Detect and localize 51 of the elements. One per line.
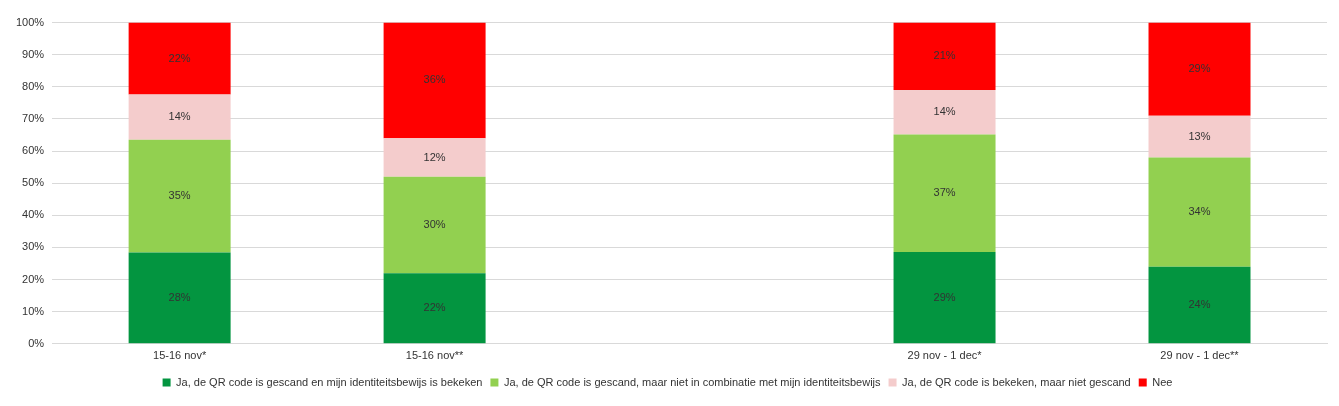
bar xyxy=(128,22,231,95)
data-label: 22% xyxy=(168,51,191,64)
bar xyxy=(893,22,996,91)
data-label: 12% xyxy=(423,150,446,163)
x-tick-label: 15-16 nov** xyxy=(405,349,465,362)
y-tick-label: 0% xyxy=(28,336,45,349)
data-label: 29% xyxy=(1188,62,1211,75)
legend-label: Ja, de QR code is gescand, maar niet in combinatie met mijn identiteitsbewijs xyxy=(503,375,882,388)
bar xyxy=(893,90,996,135)
y-tick-label: 80% xyxy=(22,79,45,92)
x-tick-label: 15-16 nov* xyxy=(153,349,207,362)
y-tick-label: 30% xyxy=(22,240,45,253)
data-label: 29% xyxy=(933,290,956,303)
data-label: 22% xyxy=(423,301,446,314)
bar xyxy=(1148,266,1251,344)
y-tick-label: 50% xyxy=(22,176,45,189)
y-tick-label: 70% xyxy=(22,111,45,124)
y-tick-label: 90% xyxy=(22,47,45,60)
bar xyxy=(383,22,486,139)
bar xyxy=(1148,157,1251,267)
bar xyxy=(383,176,486,274)
bar xyxy=(893,251,996,344)
data-label: 14% xyxy=(168,110,191,123)
data-label: 34% xyxy=(1188,205,1211,218)
data-label: 28% xyxy=(168,290,191,303)
y-tick-label: 10% xyxy=(22,304,45,317)
x-tick-label: 29 nov - 1 dec** xyxy=(1160,349,1240,362)
data-label: 13% xyxy=(1188,129,1211,142)
bar xyxy=(893,134,996,252)
bar xyxy=(383,138,486,177)
bar xyxy=(128,94,231,140)
data-label: 30% xyxy=(423,217,446,230)
data-label: 36% xyxy=(423,73,446,86)
bar xyxy=(128,252,231,344)
y-tick-label: 100% xyxy=(15,15,45,28)
bar xyxy=(128,139,231,253)
bar xyxy=(1148,22,1251,116)
legend-label: Nee xyxy=(1152,375,1173,388)
y-tick-label: 40% xyxy=(22,208,45,221)
data-label: 14% xyxy=(933,105,956,118)
data-label: 35% xyxy=(168,189,191,202)
x-tick-label: 29 nov - 1 dec* xyxy=(907,349,983,362)
y-tick-label: 20% xyxy=(22,272,45,285)
legend-label: Ja, de QR code is gescand en mijn identiteitsbewijs is bekeken xyxy=(176,375,483,388)
data-label: 24% xyxy=(1188,298,1211,311)
y-tick-label: 60% xyxy=(22,144,45,157)
data-label: 21% xyxy=(933,49,956,62)
data-label: 37% xyxy=(933,186,956,199)
legend-label: Ja, de QR code is bekeken, maar niet gescand xyxy=(902,375,1131,388)
bar xyxy=(1148,115,1251,158)
bar xyxy=(383,273,486,344)
